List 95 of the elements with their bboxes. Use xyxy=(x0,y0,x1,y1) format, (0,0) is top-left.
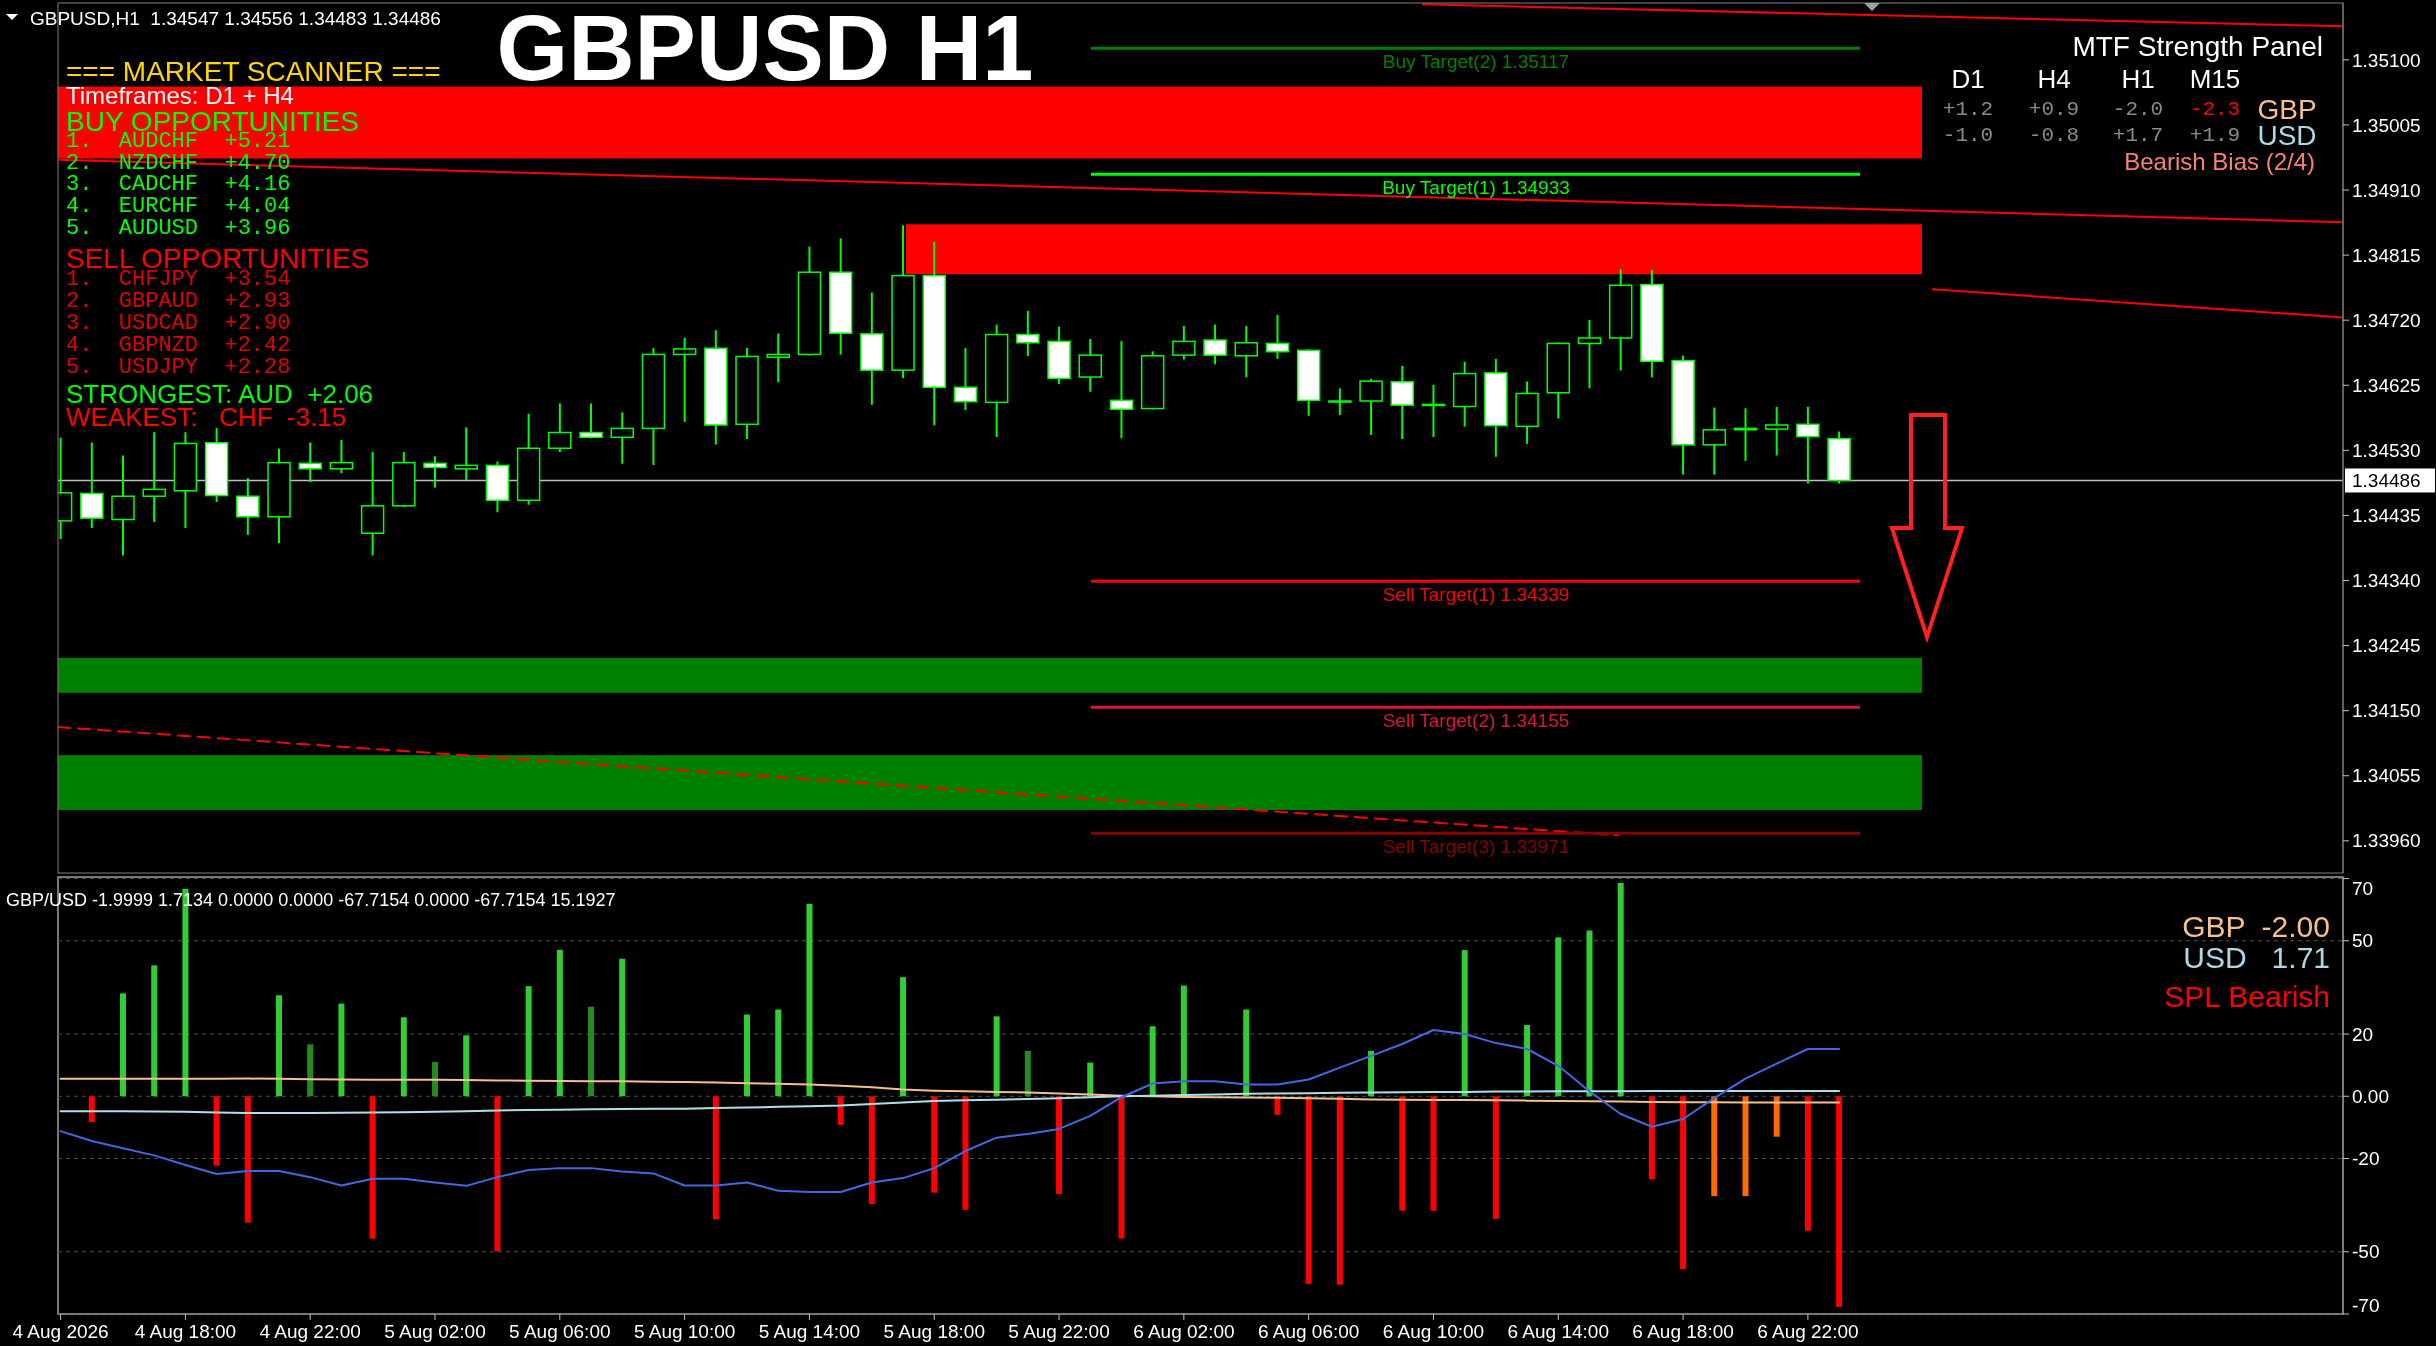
x-tick-label: 6 Aug 10:00 xyxy=(1382,1321,1485,1342)
candlestick xyxy=(1390,365,1415,439)
chart-subtitle: GBPUSD,H1 1.34547 1.34556 1.34483 1.34486 xyxy=(30,8,441,29)
candlestick xyxy=(1733,408,1758,461)
x-tick-label: 6 Aug 06:00 xyxy=(1257,1321,1360,1342)
candlestick xyxy=(1078,339,1102,392)
annotation: 4. EURCHF +4.04 xyxy=(66,194,291,219)
candlestick xyxy=(1265,315,1290,359)
annotation: 5. AUDUSD +3.96 xyxy=(66,216,291,241)
ref-line-label: Buy Target(1) 1.34933 xyxy=(1382,177,1570,199)
candlestick xyxy=(1359,378,1383,435)
chart-title: GBPUSD H1 xyxy=(496,0,1034,99)
ref-line-label: 1.34486 xyxy=(2352,470,2421,492)
annotation: M15 xyxy=(2189,64,2241,94)
x-tick-label: 6 Aug 02:00 xyxy=(1133,1321,1235,1342)
y-tick-label: -50 xyxy=(2352,1241,2380,1263)
ref-line-label: Buy Target(2) 1.35117 xyxy=(1382,51,1570,73)
y-tick-label: 70 xyxy=(2352,877,2374,899)
candlestick xyxy=(672,337,697,422)
annotation: 4. GBPNZD +2.42 xyxy=(66,333,291,358)
annotation: SPL Bearish xyxy=(2164,980,2330,1013)
y-tick-label: 20 xyxy=(2352,1023,2374,1045)
candlestick xyxy=(329,439,354,474)
candlestick xyxy=(1234,326,1259,378)
annotation: Bearish Bias (2/4) xyxy=(2124,148,2315,175)
ref-line-label: Sell Target(3) 1.33971 xyxy=(1382,836,1570,858)
y-tick-label: -70 xyxy=(2352,1294,2380,1316)
x-tick-label: 5 Aug 22:00 xyxy=(1008,1321,1110,1342)
x-tick-label: 4 Aug 2026 xyxy=(12,1321,109,1342)
x-tick-label: 6 Aug 18:00 xyxy=(1632,1321,1734,1342)
candlestick xyxy=(142,432,166,522)
x-tick-label: 4 Aug 18:00 xyxy=(134,1321,237,1342)
annotation: GBP -2.00 xyxy=(2182,910,2330,943)
candlestick xyxy=(1702,407,1727,475)
annotation: +1.9 xyxy=(2189,124,2241,147)
y-tick-label: 1.35100 xyxy=(2352,49,2421,71)
candlestick xyxy=(111,455,135,556)
candlestick xyxy=(236,478,260,535)
annotation: D1 xyxy=(1951,64,1985,94)
candlestick xyxy=(1796,406,1820,484)
y-tick-label: 1.34055 xyxy=(2352,765,2421,787)
ref-line-label: Sell Target(2) 1.34155 xyxy=(1382,710,1570,732)
x-tick-label: 5 Aug 10:00 xyxy=(633,1321,736,1342)
candlestick xyxy=(548,403,572,453)
candlestick xyxy=(298,442,322,483)
candlestick xyxy=(1577,319,1602,389)
y-tick-label: 50 xyxy=(2352,930,2374,952)
candlestick xyxy=(1172,326,1196,360)
annotation: -2.3 xyxy=(2189,98,2241,121)
annotation: -1.0 xyxy=(1942,124,1994,147)
annotation: +1.2 xyxy=(1942,98,1994,121)
candlestick xyxy=(1203,324,1227,365)
y-tick-label: 1.33960 xyxy=(2352,830,2421,852)
y-tick-label: 1.34720 xyxy=(2352,309,2421,331)
annotation: +0.9 xyxy=(2028,98,2080,121)
annotation: 3. CADCHF +4.16 xyxy=(66,172,291,197)
annotation: -0.8 xyxy=(2028,124,2080,147)
candlestick xyxy=(1016,310,1040,357)
y-tick-label: 1.34245 xyxy=(2352,635,2421,657)
annotation: 2. GBPAUD +2.93 xyxy=(66,289,291,314)
x-tick-label: 5 Aug 18:00 xyxy=(883,1321,985,1342)
y-tick-label: 1.34815 xyxy=(2352,244,2421,266)
y-tick-label: 1.34625 xyxy=(2352,374,2421,396)
candlestick xyxy=(579,403,603,439)
candlestick xyxy=(610,412,634,464)
x-tick-label: 4 Aug 22:00 xyxy=(259,1321,361,1342)
candlestick xyxy=(1328,388,1352,416)
annotation: H4 xyxy=(2037,64,2071,94)
y-tick-label: 1.34910 xyxy=(2352,179,2421,201)
y-tick-label: 1.34435 xyxy=(2352,505,2421,527)
candlestick xyxy=(454,427,478,481)
candlestick xyxy=(953,347,978,411)
y-tick-label: 1.35005 xyxy=(2352,114,2421,136)
candlestick xyxy=(766,333,790,383)
candlestick xyxy=(1764,406,1789,456)
annotation: +1.7 xyxy=(2112,124,2164,147)
y-tick-label: -20 xyxy=(2352,1148,2380,1170)
x-tick-label: 5 Aug 06:00 xyxy=(509,1321,611,1342)
x-tick-label: 6 Aug 22:00 xyxy=(1757,1321,1859,1342)
y-tick-label: 0.00 xyxy=(2352,1085,2389,1107)
y-tick-label: 1.34530 xyxy=(2352,439,2421,461)
candlestick xyxy=(423,456,447,488)
annotation: USD 1.71 xyxy=(2183,941,2330,974)
ref-line-label: Sell Target(1) 1.34339 xyxy=(1382,584,1570,606)
candlestick xyxy=(1109,341,1134,439)
annotation: H1 xyxy=(2121,64,2155,94)
y-tick-label: 1.34340 xyxy=(2352,570,2421,592)
annotation: -2.0 xyxy=(2112,98,2164,121)
x-tick-label: 5 Aug 14:00 xyxy=(758,1321,861,1342)
x-tick-label: 6 Aug 14:00 xyxy=(1507,1321,1609,1342)
annotation: 5. USDJPY +2.28 xyxy=(66,355,291,380)
x-tick-label: 5 Aug 02:00 xyxy=(384,1321,486,1342)
annotation: 3. USDCAD +2.90 xyxy=(66,311,291,336)
annotation: MTF Strength Panel xyxy=(2072,31,2323,62)
y-tick-label: 1.34150 xyxy=(2352,700,2421,722)
